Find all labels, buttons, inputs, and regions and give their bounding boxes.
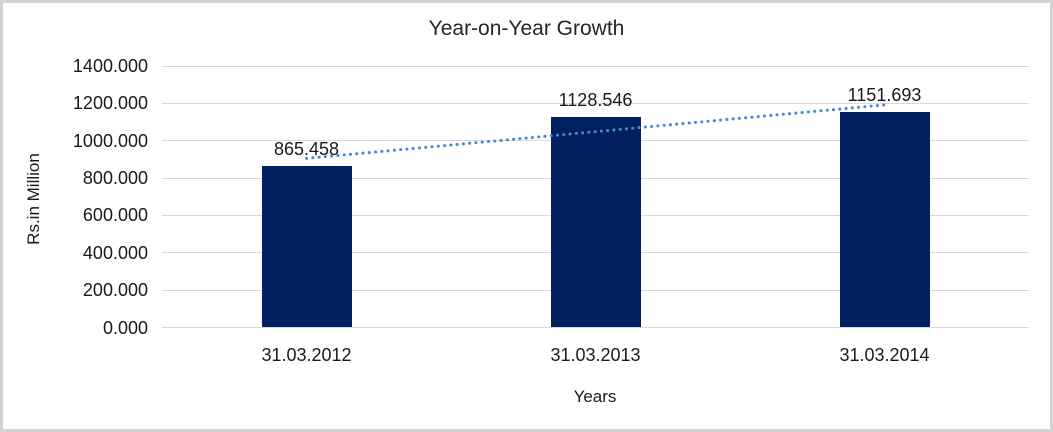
bar-value-label: 865.458 bbox=[273, 138, 340, 159]
y-tick-label: 800.000 bbox=[82, 168, 148, 189]
y-tick-label: 1000.000 bbox=[72, 130, 148, 151]
x-axis-title: Years bbox=[573, 387, 617, 406]
x-tick-label: 31.03.2012 bbox=[261, 345, 352, 365]
x-tick-label: 31.03.2013 bbox=[550, 345, 641, 365]
bar-value-label: 1128.546 bbox=[558, 89, 633, 110]
bar bbox=[261, 165, 352, 328]
y-tick-label: 400.000 bbox=[82, 242, 148, 263]
x-tick-label: 31.03.2014 bbox=[839, 345, 930, 365]
y-tick-label: 600.000 bbox=[82, 205, 148, 226]
bar bbox=[550, 116, 641, 328]
gridline bbox=[162, 327, 1029, 328]
y-tick-label: 200.000 bbox=[82, 280, 148, 301]
bar-value-label: 1151.693 bbox=[847, 85, 922, 106]
gridline bbox=[162, 65, 1029, 67]
gridline bbox=[162, 102, 1029, 104]
y-tick-label: 0.000 bbox=[102, 317, 148, 338]
y-tick-label: 1400.000 bbox=[72, 56, 148, 76]
chart-title: Year-on-Year Growth bbox=[428, 17, 625, 40]
y-tick-label: 1200.000 bbox=[72, 93, 148, 114]
y-axis-title: Rs.in Million bbox=[24, 153, 43, 245]
bar bbox=[839, 112, 930, 328]
